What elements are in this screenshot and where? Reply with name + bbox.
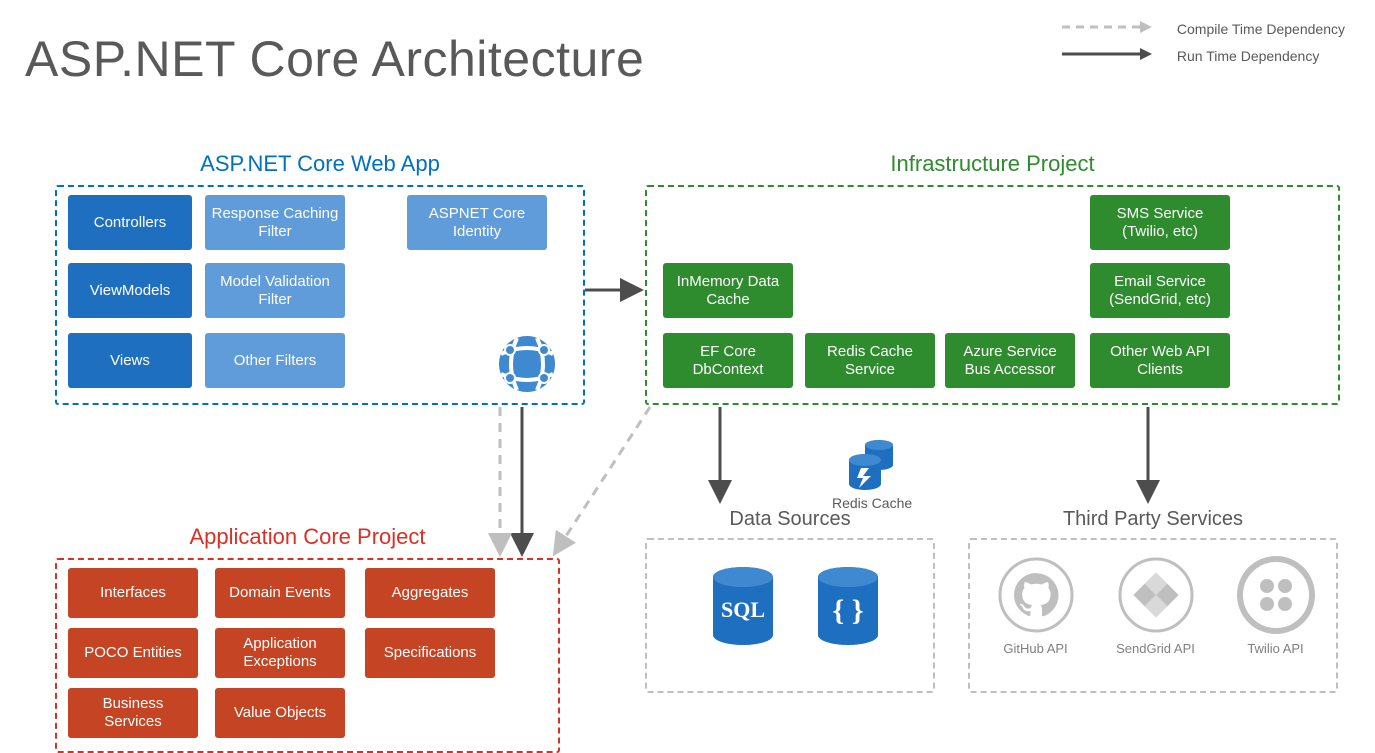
redis-cache-icon: Redis Cache: [832, 438, 912, 511]
box-aspnet-identity: ASPNET Core Identity: [407, 195, 547, 250]
box-sms-svc: SMS Service (Twilio, etc): [1090, 195, 1230, 250]
sql-db-icon: SQL: [707, 565, 779, 656]
group-data-sources: Data Sources SQL { }: [645, 538, 935, 693]
box-interfaces: Interfaces: [68, 568, 198, 618]
box-other-filters: Other Filters: [205, 333, 345, 388]
runtime-arrow-icon: [1062, 47, 1152, 61]
legend-compile: Compile Time Dependency: [1062, 20, 1345, 37]
box-redis-svc: Redis Cache Service: [805, 333, 935, 388]
twilio-api-label: Twilio API: [1247, 641, 1303, 656]
group-infra-title: Infrastructure Project: [647, 151, 1338, 177]
legend-compile-label: Compile Time Dependency: [1177, 21, 1345, 37]
box-resp-cache: Response Caching Filter: [205, 195, 345, 250]
page-title: ASP.NET Core Architecture: [25, 30, 644, 88]
redis-cache-label: Redis Cache: [832, 495, 912, 511]
group-data-title: Data Sources: [647, 508, 933, 531]
group-tps-title: Third Party Services: [970, 508, 1336, 531]
box-specifications: Specifications: [365, 628, 495, 678]
svg-text:SQL: SQL: [721, 597, 765, 622]
box-value-objects: Value Objects: [215, 688, 345, 738]
github-api-icon: GitHub API: [988, 555, 1083, 656]
box-biz-services: Business Services: [68, 688, 198, 738]
box-azure-sb: Azure Service Bus Accessor: [945, 333, 1075, 388]
compile-arrow-icon: [1062, 20, 1152, 34]
box-viewmodels: ViewModels: [68, 263, 192, 318]
box-inmem-cache: InMemory Data Cache: [663, 263, 793, 318]
group-third-party: Third Party Services GitHub API SendGrid…: [968, 538, 1338, 693]
box-app-exc: Application Exceptions: [215, 628, 345, 678]
github-api-label: GitHub API: [1003, 641, 1067, 656]
svg-text:{ }: { }: [832, 594, 863, 627]
box-poco: POCO Entities: [68, 628, 198, 678]
legend-runtime: Run Time Dependency: [1062, 47, 1345, 64]
box-ef-dbcontext: EF Core DbContext: [663, 333, 793, 388]
twilio-api-icon: Twilio API: [1228, 555, 1323, 656]
box-views: Views: [68, 333, 192, 388]
sendgrid-api-label: SendGrid API: [1116, 641, 1195, 656]
box-other-clients: Other Web API Clients: [1090, 333, 1230, 388]
box-domain-events: Domain Events: [215, 568, 345, 618]
legend: Compile Time Dependency Run Time Depende…: [1062, 20, 1345, 74]
group-webapp-title: ASP.NET Core Web App: [57, 151, 583, 177]
nosql-db-icon: { }: [812, 565, 884, 656]
group-core-title: Application Core Project: [57, 524, 558, 550]
api-globe-icon: [495, 332, 559, 401]
sendgrid-api-icon: SendGrid API: [1108, 555, 1203, 656]
box-email-svc: Email Service (SendGrid, etc): [1090, 263, 1230, 318]
arrow-infra-to-core: [555, 407, 650, 553]
box-controllers: Controllers: [68, 195, 192, 250]
box-aggregates: Aggregates: [365, 568, 495, 618]
box-model-val: Model Validation Filter: [205, 263, 345, 318]
legend-runtime-label: Run Time Dependency: [1177, 48, 1319, 64]
